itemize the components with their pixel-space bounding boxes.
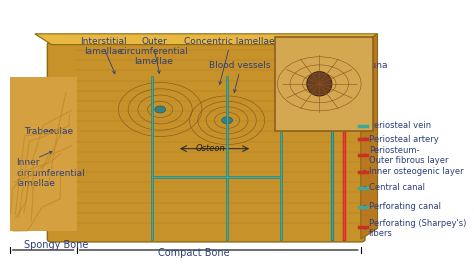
Text: Lacuna: Lacuna xyxy=(355,61,388,70)
FancyBboxPatch shape xyxy=(47,42,365,242)
Circle shape xyxy=(155,106,165,113)
Polygon shape xyxy=(361,34,377,239)
Text: Outer
circumferential
lamellae: Outer circumferential lamellae xyxy=(119,37,188,66)
Text: Concentric lamellae: Concentric lamellae xyxy=(184,37,274,46)
Text: Inner
circumferential
lamellae: Inner circumferential lamellae xyxy=(16,158,85,188)
Text: Perforating (Sharpey's)
fibers: Perforating (Sharpey's) fibers xyxy=(369,219,466,238)
Text: Central canal: Central canal xyxy=(369,183,425,192)
Text: Periosteal artery: Periosteal artery xyxy=(369,135,439,144)
Circle shape xyxy=(222,117,233,124)
Text: Perforating canal: Perforating canal xyxy=(369,202,441,211)
Text: Periosteum-
Outer fibrous layer: Periosteum- Outer fibrous layer xyxy=(369,146,449,165)
Bar xyxy=(275,37,374,131)
Text: Interstitial
lamellae: Interstitial lamellae xyxy=(81,37,127,56)
Text: Osteon: Osteon xyxy=(195,144,225,153)
Text: Trabeculae: Trabeculae xyxy=(24,127,73,136)
Text: Periosteal vein: Periosteal vein xyxy=(369,121,431,130)
Polygon shape xyxy=(10,77,77,231)
Text: Osteocyte: Osteocyte xyxy=(320,37,366,46)
Text: Blood vessels: Blood vessels xyxy=(209,61,270,70)
Polygon shape xyxy=(35,34,377,44)
Text: Compact Bone: Compact Bone xyxy=(158,248,229,258)
Ellipse shape xyxy=(307,72,332,96)
Text: Canaliculi: Canaliculi xyxy=(276,61,320,70)
Text: Inner osteogenic layer: Inner osteogenic layer xyxy=(369,167,464,176)
Text: Spongy Bone: Spongy Bone xyxy=(24,240,88,250)
